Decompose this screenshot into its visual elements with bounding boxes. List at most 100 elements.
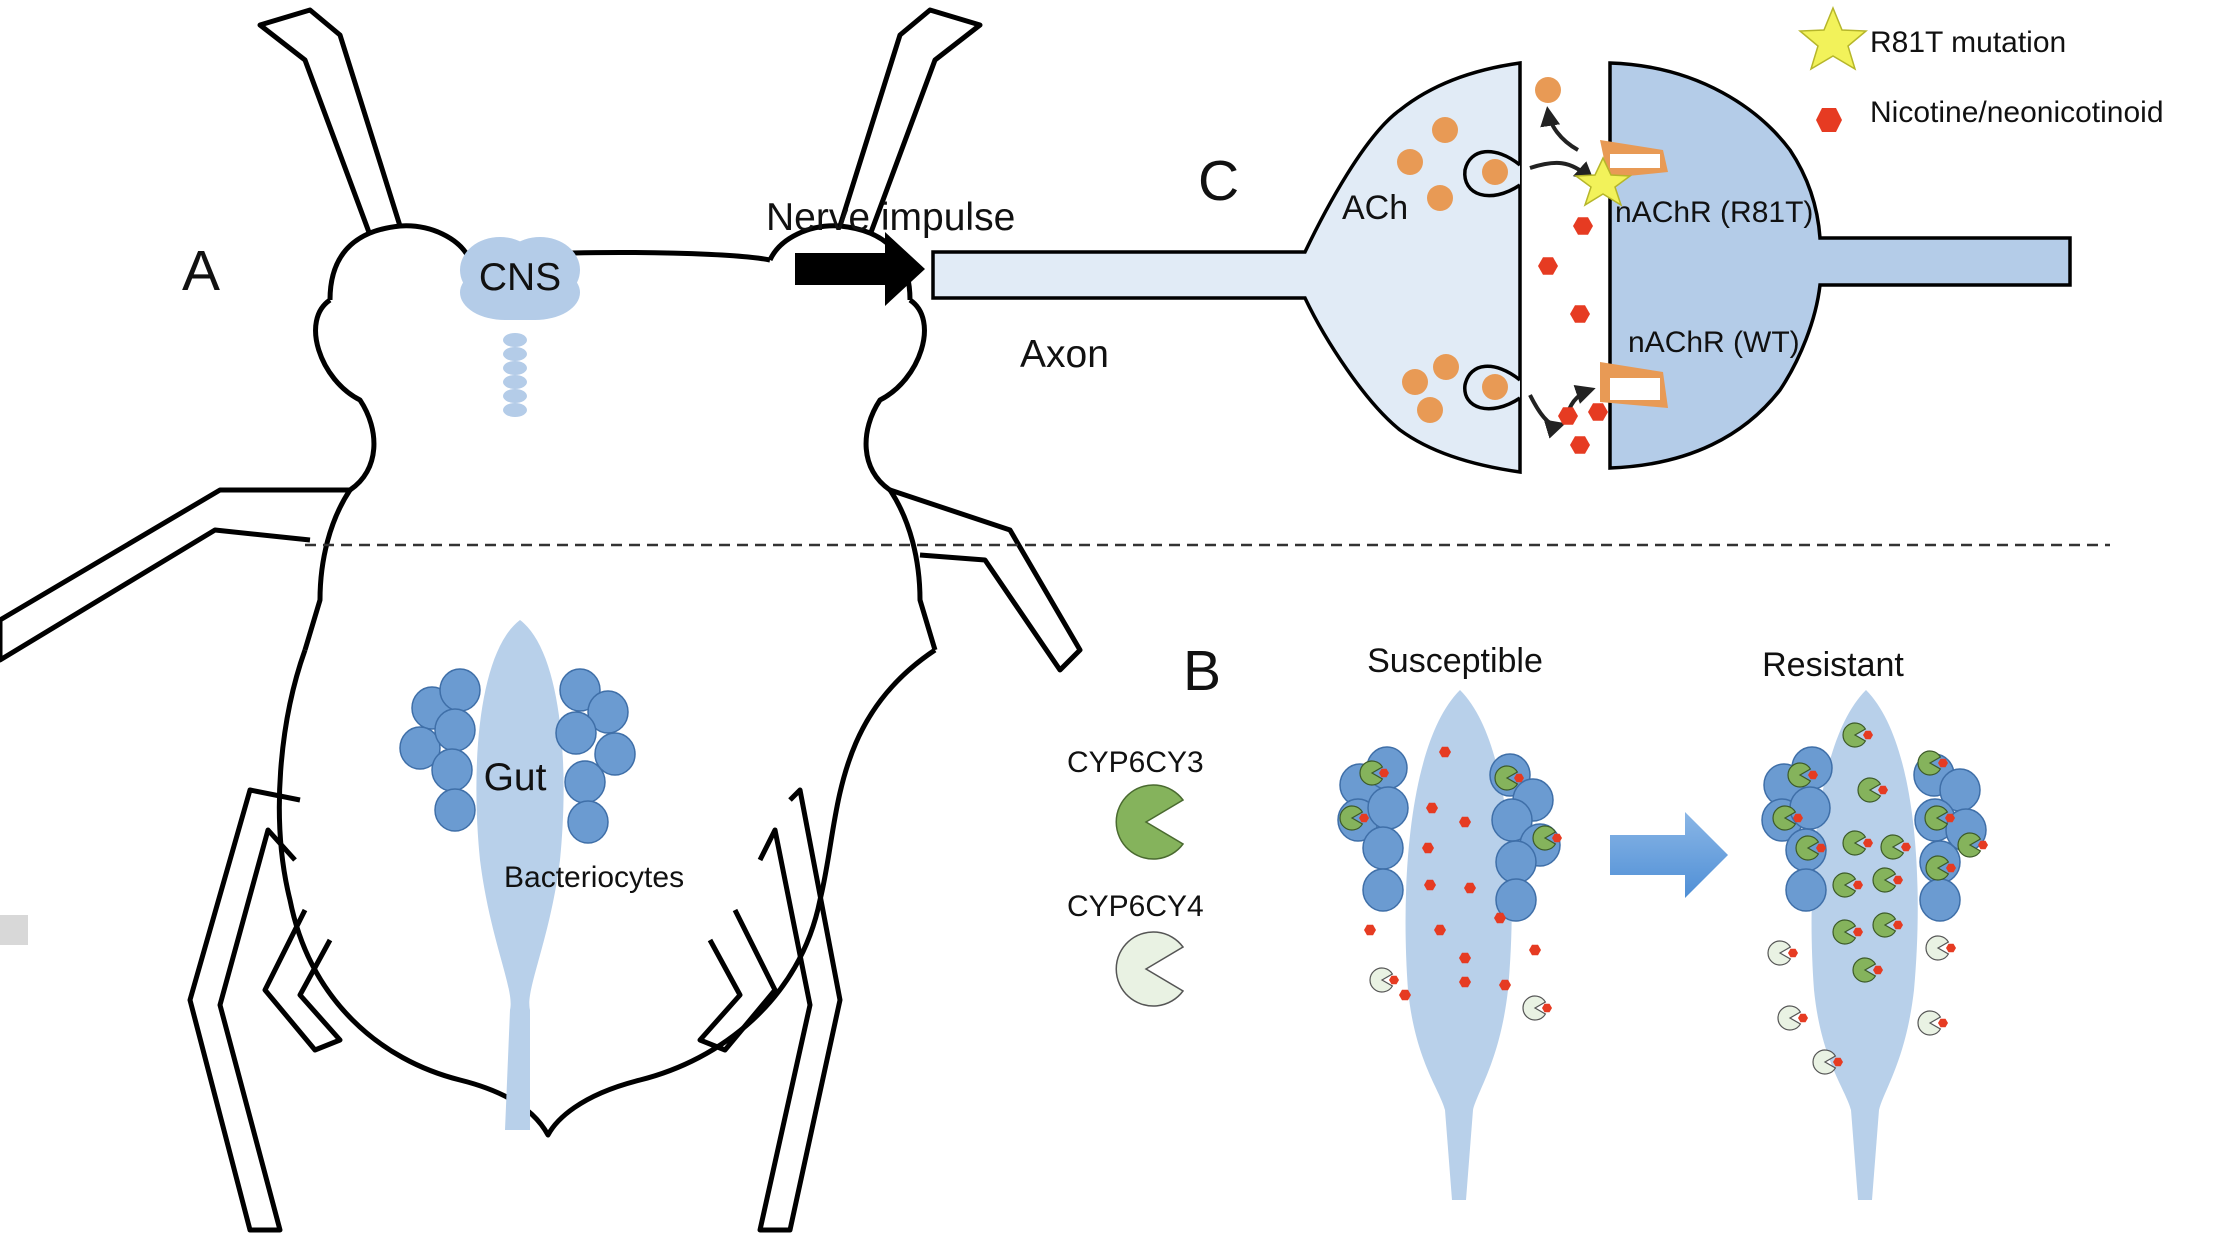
- cyp6cy3-enzyme: [1925, 855, 1950, 881]
- cyp6cy3-enzyme: [1842, 722, 1867, 748]
- neonicotinoid: [1938, 758, 1948, 768]
- cyp6cy4-enzyme: [1369, 967, 1394, 993]
- cyp6cy3-enzyme: [1924, 805, 1949, 831]
- neonicotinoid: [1938, 1018, 1948, 1028]
- ach-vesicles: [1397, 77, 1561, 423]
- left-hind-leg: [262, 908, 343, 1053]
- neonicotinoid: [1439, 746, 1451, 758]
- neonicotinoid: [1863, 730, 1873, 740]
- transition-arrow: [1610, 812, 1728, 898]
- neonicotinoid: [1946, 943, 1956, 953]
- neonicotinoid: [1379, 768, 1389, 778]
- cyp6cy3-icon: [1115, 784, 1185, 860]
- neonicotinoid: [1816, 843, 1826, 853]
- right-middle-leg: [757, 787, 843, 1233]
- bacteriocyte: [1362, 826, 1404, 870]
- insect-body-outline: [313, 250, 927, 493]
- neonicotinoid: [1424, 879, 1436, 891]
- neonicotinoid: [1853, 927, 1863, 937]
- neonicotinoid: [1945, 813, 1955, 823]
- bacteriocyte: [1919, 878, 1961, 922]
- neonicotinoid: [1893, 920, 1903, 930]
- bacteriocyte: [1785, 868, 1827, 912]
- neonicotinoid: [1873, 965, 1883, 975]
- neonicotinoid: [1514, 773, 1524, 783]
- cyp6cy3-enzyme: [1872, 912, 1897, 938]
- neonicotinoid: [1399, 989, 1411, 1001]
- neonicotinoid: [1833, 1057, 1843, 1067]
- neonicotinoid: [1788, 948, 1798, 958]
- neonicotinoid: [1863, 838, 1873, 848]
- susceptible-gut: [1405, 690, 1512, 1200]
- neonicotinoid: [1978, 840, 1988, 850]
- cyp6cy3-enzyme: [1852, 957, 1877, 983]
- cyp6cy3-label: CYP6CY3: [1067, 746, 1204, 779]
- axon-label: Axon: [1020, 333, 1109, 376]
- cyp6cy4-enzyme: [1522, 995, 1547, 1021]
- fusing-vesicle-ach: [1482, 159, 1508, 400]
- cyp6cy3-enzyme: [1339, 805, 1364, 831]
- cyp6cy3-enzyme: [1787, 762, 1812, 788]
- cyp6cy3-enzyme: [1772, 805, 1797, 831]
- thorax-outline: [302, 488, 938, 651]
- cyp6cy3-enzyme: [1917, 750, 1942, 776]
- neonicotinoid: [1422, 842, 1434, 854]
- neonicotinoid: [1893, 875, 1903, 885]
- cyp6cy3-enzyme: [1359, 760, 1384, 786]
- bacteriocyte: [1495, 878, 1537, 922]
- legend-nicotine-label: Nicotine/neonicotinoid: [1870, 96, 2164, 129]
- insect-bacteriocytes: [399, 668, 636, 844]
- neonicotinoid: [1793, 813, 1803, 823]
- bacteriocyte: [594, 732, 636, 776]
- neonicotinoid: [1459, 976, 1471, 988]
- neonicotinoid: [1878, 785, 1888, 795]
- neonicotinoid: [1499, 979, 1511, 991]
- cyp6cy3-enzyme: [1872, 867, 1897, 893]
- right-antenna: [837, 7, 983, 236]
- right-front-leg: [889, 487, 1083, 673]
- cropped-edge-mark: [0, 915, 28, 945]
- neonicotinoid: [1359, 813, 1369, 823]
- cyp6cy3-enzyme: [1842, 830, 1867, 856]
- bacteriocyte: [1362, 868, 1404, 912]
- bacteriocyte: [559, 668, 601, 712]
- abdomen-outline: [276, 647, 937, 1138]
- presynaptic-neuron: [931, 60, 1522, 475]
- release-arrows: [1528, 106, 1596, 439]
- neonicotinoid: [1552, 833, 1562, 843]
- bacteriocyte: [399, 726, 441, 770]
- mutation-star-on-receptor: [1573, 156, 1633, 207]
- cyp6cy4-enzyme: [1917, 1010, 1942, 1036]
- bacteriocyte: [1367, 786, 1409, 830]
- panel-b-cells: [1337, 722, 1988, 1075]
- cyp6cy3-enzyme: [1832, 872, 1857, 898]
- bacteriocyte: [439, 668, 481, 712]
- cyp6cy4-enzyme: [1925, 935, 1950, 961]
- bacteriocyte: [434, 708, 476, 752]
- bacteriocyte: [431, 748, 473, 792]
- insect-outline: [0, 7, 1083, 1233]
- neonicotinoid: [1389, 975, 1399, 985]
- bacteriocyte: [1495, 840, 1537, 884]
- mutation-star-icon: [1798, 6, 1868, 71]
- cyp6cy4-enzyme: [1777, 1005, 1802, 1031]
- neonicotinoid: [1573, 217, 1593, 235]
- cyp6cy3-enzyme: [1832, 919, 1857, 945]
- nerve-impulse-label: Nerve impulse: [766, 196, 1015, 239]
- neonicotinoid: [1901, 842, 1911, 852]
- cyp6cy3-enzyme: [1795, 835, 1820, 861]
- neonicotinoid: [1459, 952, 1471, 964]
- left-antenna: [257, 7, 403, 236]
- neonicotinoid: [1542, 1003, 1552, 1013]
- nachr-receptors: [1600, 140, 1668, 408]
- neonicotinoid: [1459, 816, 1471, 828]
- susceptible-label: Susceptible: [1367, 642, 1543, 680]
- neonicotinoid: [1364, 924, 1376, 936]
- cyp6cy4-icon: [1115, 931, 1185, 1007]
- cns-label: CNS: [479, 256, 561, 299]
- gut-label: Gut: [484, 756, 547, 799]
- cyp6cy3-enzyme: [1494, 765, 1519, 791]
- gut-organ: [476, 620, 564, 1130]
- panel-label-c: C: [1198, 149, 1239, 213]
- neonicotinoid: [1570, 436, 1590, 454]
